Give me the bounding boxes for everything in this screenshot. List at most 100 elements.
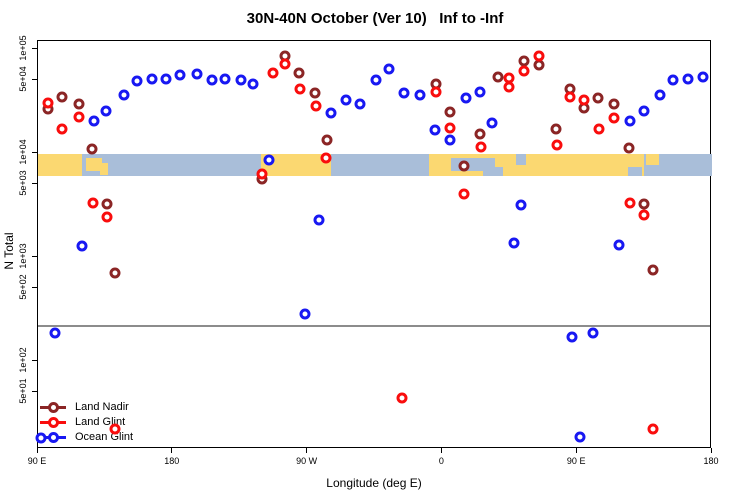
legend-item: Ocean Glint: [40, 430, 133, 445]
x-tick: [171, 448, 173, 453]
data-point-land-nadir: [623, 142, 635, 154]
x-tick: [306, 448, 308, 453]
data-point-ocean-glint: [191, 68, 203, 80]
data-point-land-glint: [518, 65, 530, 77]
data-point-land-nadir: [608, 98, 620, 110]
data-point-land-nadir: [101, 198, 113, 210]
data-point-ocean-glint: [100, 105, 112, 117]
data-point-land-glint: [267, 67, 279, 79]
data-point-ocean-glint: [146, 73, 158, 85]
data-point-ocean-glint: [474, 86, 486, 98]
plot-area: [35, 40, 712, 448]
data-point-land-glint: [42, 97, 54, 109]
y-tick-label: 5e+03: [18, 170, 28, 196]
data-point-land-nadir: [492, 71, 504, 83]
data-point-ocean-glint: [398, 87, 410, 99]
data-point-ocean-glint: [49, 327, 61, 339]
data-point-land-nadir: [56, 91, 68, 103]
data-point-ocean-glint: [76, 240, 88, 252]
data-point-ocean-glint: [638, 105, 650, 117]
x-tick-label: 90 E: [566, 456, 586, 466]
data-point-ocean-glint: [460, 92, 472, 104]
map-band-ocean-cutout: [628, 166, 643, 176]
x-tick-label: 180: [164, 456, 180, 466]
map-band-land-segment: [645, 154, 659, 165]
data-point-ocean-glint: [206, 74, 218, 86]
data-point-ocean-glint: [131, 75, 143, 87]
data-point-land-glint: [310, 100, 322, 112]
data-point-ocean-glint: [354, 98, 366, 110]
data-point-ocean-glint: [624, 115, 636, 127]
y-tick-label: 5e+02: [18, 274, 28, 300]
data-point-land-glint: [320, 152, 332, 164]
data-point-ocean-glint: [667, 74, 679, 86]
map-band-land-segment: [100, 162, 108, 175]
data-point-ocean-glint: [444, 134, 456, 146]
data-point-ocean-glint: [697, 71, 709, 83]
data-point-land-glint: [593, 123, 605, 135]
data-point-land-nadir: [321, 134, 333, 146]
data-point-land-glint: [551, 139, 563, 151]
data-point-ocean-glint: [654, 89, 666, 101]
data-point-land-glint: [294, 83, 306, 95]
legend-marker-icon: [48, 432, 59, 443]
data-point-land-glint: [73, 111, 85, 123]
data-point-ocean-glint: [88, 115, 100, 127]
x-axis-label: Longitude (deg E): [326, 476, 422, 490]
y-tick: [32, 47, 37, 49]
data-point-land-glint: [475, 141, 487, 153]
data-point-ocean-glint: [160, 73, 172, 85]
data-point-ocean-glint: [325, 107, 337, 119]
data-point-land-glint: [638, 209, 650, 221]
data-point-land-glint: [87, 197, 99, 209]
data-point-ocean-glint: [35, 432, 47, 444]
y-tick-label: 5e+04: [18, 66, 28, 92]
chart-title: 30N-40N October (Ver 10) Inf to -Inf: [246, 10, 504, 27]
data-point-ocean-glint: [313, 214, 325, 226]
data-point-ocean-glint: [340, 94, 352, 106]
y-tick: [32, 286, 37, 288]
map-band-land-segment: [38, 154, 83, 176]
data-point-ocean-glint: [370, 74, 382, 86]
data-point-ocean-glint: [613, 239, 625, 251]
map-band-land-segment: [261, 154, 331, 176]
data-point-land-nadir: [518, 55, 530, 67]
x-tick: [710, 448, 712, 453]
map-band-ocean-cutout: [482, 166, 503, 176]
data-point-ocean-glint: [515, 199, 527, 211]
data-point-ocean-glint: [247, 78, 259, 90]
y-tick: [32, 359, 37, 361]
y-tick: [32, 78, 37, 80]
data-point-land-glint: [533, 50, 545, 62]
y-tick-label: 5e+01: [18, 378, 28, 404]
x-tick-label: 90 W: [296, 456, 318, 466]
data-point-ocean-glint: [429, 124, 441, 136]
y-tick-label: 1e+02: [18, 347, 28, 373]
y-tick-label: 1e+05: [18, 35, 28, 61]
x-tick-label: 0: [438, 456, 444, 466]
data-point-ocean-glint: [299, 308, 311, 320]
data-point-land-nadir: [638, 198, 650, 210]
data-point-ocean-glint: [414, 89, 426, 101]
data-point-ocean-glint: [383, 63, 395, 75]
y-tick-label: 1e+04: [18, 139, 28, 165]
data-point-ocean-glint: [574, 431, 586, 443]
data-point-land-nadir: [647, 264, 659, 276]
data-point-land-glint: [109, 423, 121, 435]
y-tick-label: 1e+03: [18, 243, 28, 269]
data-point-land-glint: [578, 94, 590, 106]
data-point-ocean-glint: [486, 117, 498, 129]
data-point-land-nadir: [550, 123, 562, 135]
threshold-line: [38, 324, 710, 327]
data-point-land-nadir: [309, 87, 321, 99]
data-point-land-glint: [101, 211, 113, 223]
y-tick: [32, 390, 37, 392]
x-tick-label: 180: [703, 456, 719, 466]
data-point-land-glint: [56, 123, 68, 135]
data-point-ocean-glint: [219, 73, 231, 85]
data-point-land-glint: [503, 81, 515, 93]
map-band-land-segment: [85, 157, 102, 171]
data-point-land-nadir: [444, 106, 456, 118]
data-point-land-glint: [608, 112, 620, 124]
